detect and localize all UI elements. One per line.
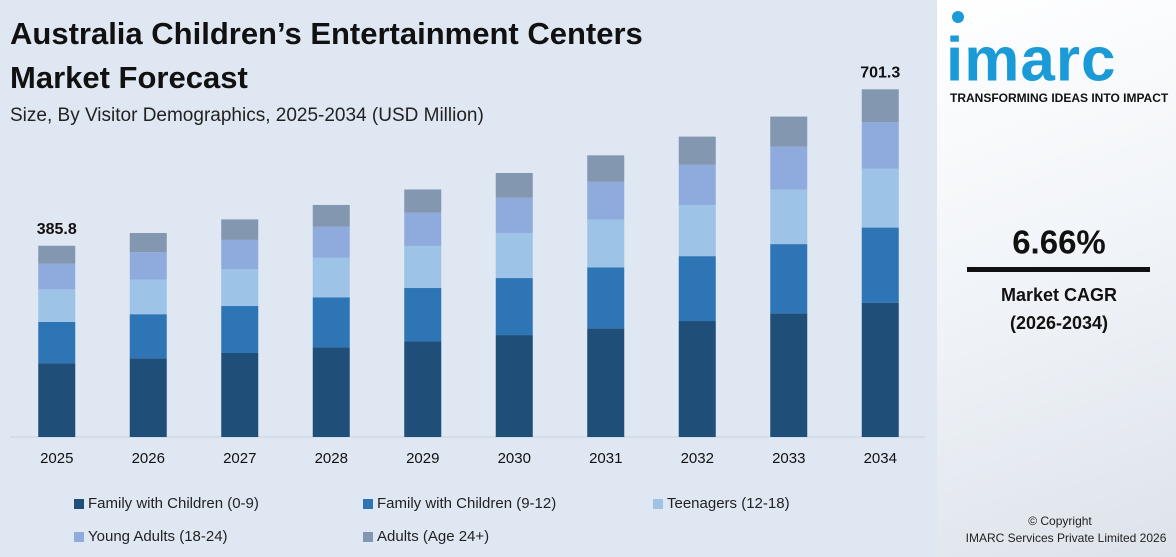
- bar-segment: [404, 341, 442, 437]
- bar-segment: [770, 313, 808, 437]
- bar-segment: [221, 219, 259, 240]
- bar-segment: [221, 353, 259, 437]
- bar-segment: [495, 335, 533, 437]
- bar-segment: [404, 212, 442, 246]
- x-tick-label: 2031: [589, 450, 622, 467]
- bar-segment: [678, 136, 716, 165]
- bar-segment: [312, 257, 350, 298]
- bar-segment: [587, 219, 625, 268]
- bar-segment: [495, 278, 533, 336]
- logo-dot: [952, 11, 964, 23]
- chart-subtitle: Size, By Visitor Demographics, 2025-2034…: [10, 105, 484, 126]
- bar-segment: [404, 189, 442, 213]
- bar-segment: [404, 245, 442, 289]
- bar-segment: [404, 288, 442, 342]
- bar-segment: [861, 122, 899, 169]
- chart-title: Market Forecast: [10, 60, 248, 95]
- legend-label: Adults (Age 24+): [377, 528, 489, 545]
- total-label: 701.3: [860, 65, 900, 82]
- bar-segment: [861, 302, 899, 437]
- bar-segment: [587, 155, 625, 182]
- copyright: © Copyright: [1028, 514, 1092, 528]
- total-label: 385.8: [37, 221, 77, 238]
- company: IMARC Services Private Limited 2026: [966, 531, 1167, 545]
- cagr-value: 6.66%: [1012, 224, 1106, 261]
- chart-title: Australia Children’s Entertainment Cente…: [10, 16, 643, 51]
- bar-segment: [861, 227, 899, 303]
- tagline: TRANSFORMING IDEAS INTO IMPACT: [950, 91, 1169, 105]
- bar-segment: [587, 181, 625, 220]
- legend-swatch: [363, 532, 373, 542]
- bar-segment: [587, 328, 625, 437]
- x-tick-label: 2027: [223, 450, 256, 467]
- bar-segment: [221, 269, 259, 307]
- x-tick-label: 2025: [40, 450, 73, 467]
- bar-segment: [129, 314, 167, 359]
- legend-label: Young Adults (18-24): [88, 528, 228, 545]
- bar-segment: [221, 239, 259, 270]
- bar-segment: [770, 189, 808, 245]
- bar-segment: [587, 267, 625, 329]
- bar-segment: [312, 347, 350, 437]
- side-panel: [937, 0, 1176, 557]
- x-tick-label: 2029: [406, 450, 439, 467]
- bar-segment: [312, 204, 350, 227]
- bar-segment: [495, 172, 533, 198]
- bar-segment: [678, 164, 716, 206]
- bar-segment: [861, 168, 899, 228]
- bar-segment: [129, 358, 167, 437]
- bar-segment: [129, 279, 167, 315]
- bar-segment: [129, 252, 167, 280]
- cagr-label: Market CAGR: [1001, 285, 1117, 305]
- bar-segment: [38, 321, 76, 364]
- bar-segment: [129, 232, 167, 253]
- bar-segment: [312, 297, 350, 348]
- cagr-period: (2026-2034): [1010, 313, 1108, 333]
- x-tick-label: 2032: [681, 450, 714, 467]
- bar-segment: [38, 263, 76, 290]
- legend-label: Family with Children (0-9): [88, 495, 259, 512]
- logo: imarc: [946, 25, 1116, 94]
- bar-segment: [495, 197, 533, 234]
- legend-swatch: [363, 499, 373, 509]
- x-tick-label: 2033: [772, 450, 805, 467]
- legend-swatch: [653, 499, 663, 509]
- bar-segment: [770, 116, 808, 147]
- bar-segment: [861, 89, 899, 123]
- bar-segment: [678, 321, 716, 437]
- bar-segment: [38, 363, 76, 437]
- bar-segment: [770, 244, 808, 314]
- x-tick-label: 2026: [132, 450, 165, 467]
- bar-segment: [495, 233, 533, 279]
- bar-segment: [38, 289, 76, 322]
- bar-segment: [38, 245, 76, 264]
- x-tick-label: 2028: [315, 450, 348, 467]
- legend-swatch: [74, 532, 84, 542]
- bar-segment: [678, 256, 716, 322]
- cagr-divider: [967, 267, 1150, 272]
- x-tick-label: 2030: [498, 450, 531, 467]
- legend-label: Teenagers (12-18): [667, 495, 790, 512]
- legend-swatch: [74, 499, 84, 509]
- x-tick-label: 2034: [864, 450, 897, 467]
- legend-label: Family with Children (9-12): [377, 495, 556, 512]
- bar-segment: [678, 205, 716, 257]
- bar-segment: [221, 306, 259, 354]
- bar-segment: [770, 146, 808, 190]
- bar-segment: [312, 226, 350, 258]
